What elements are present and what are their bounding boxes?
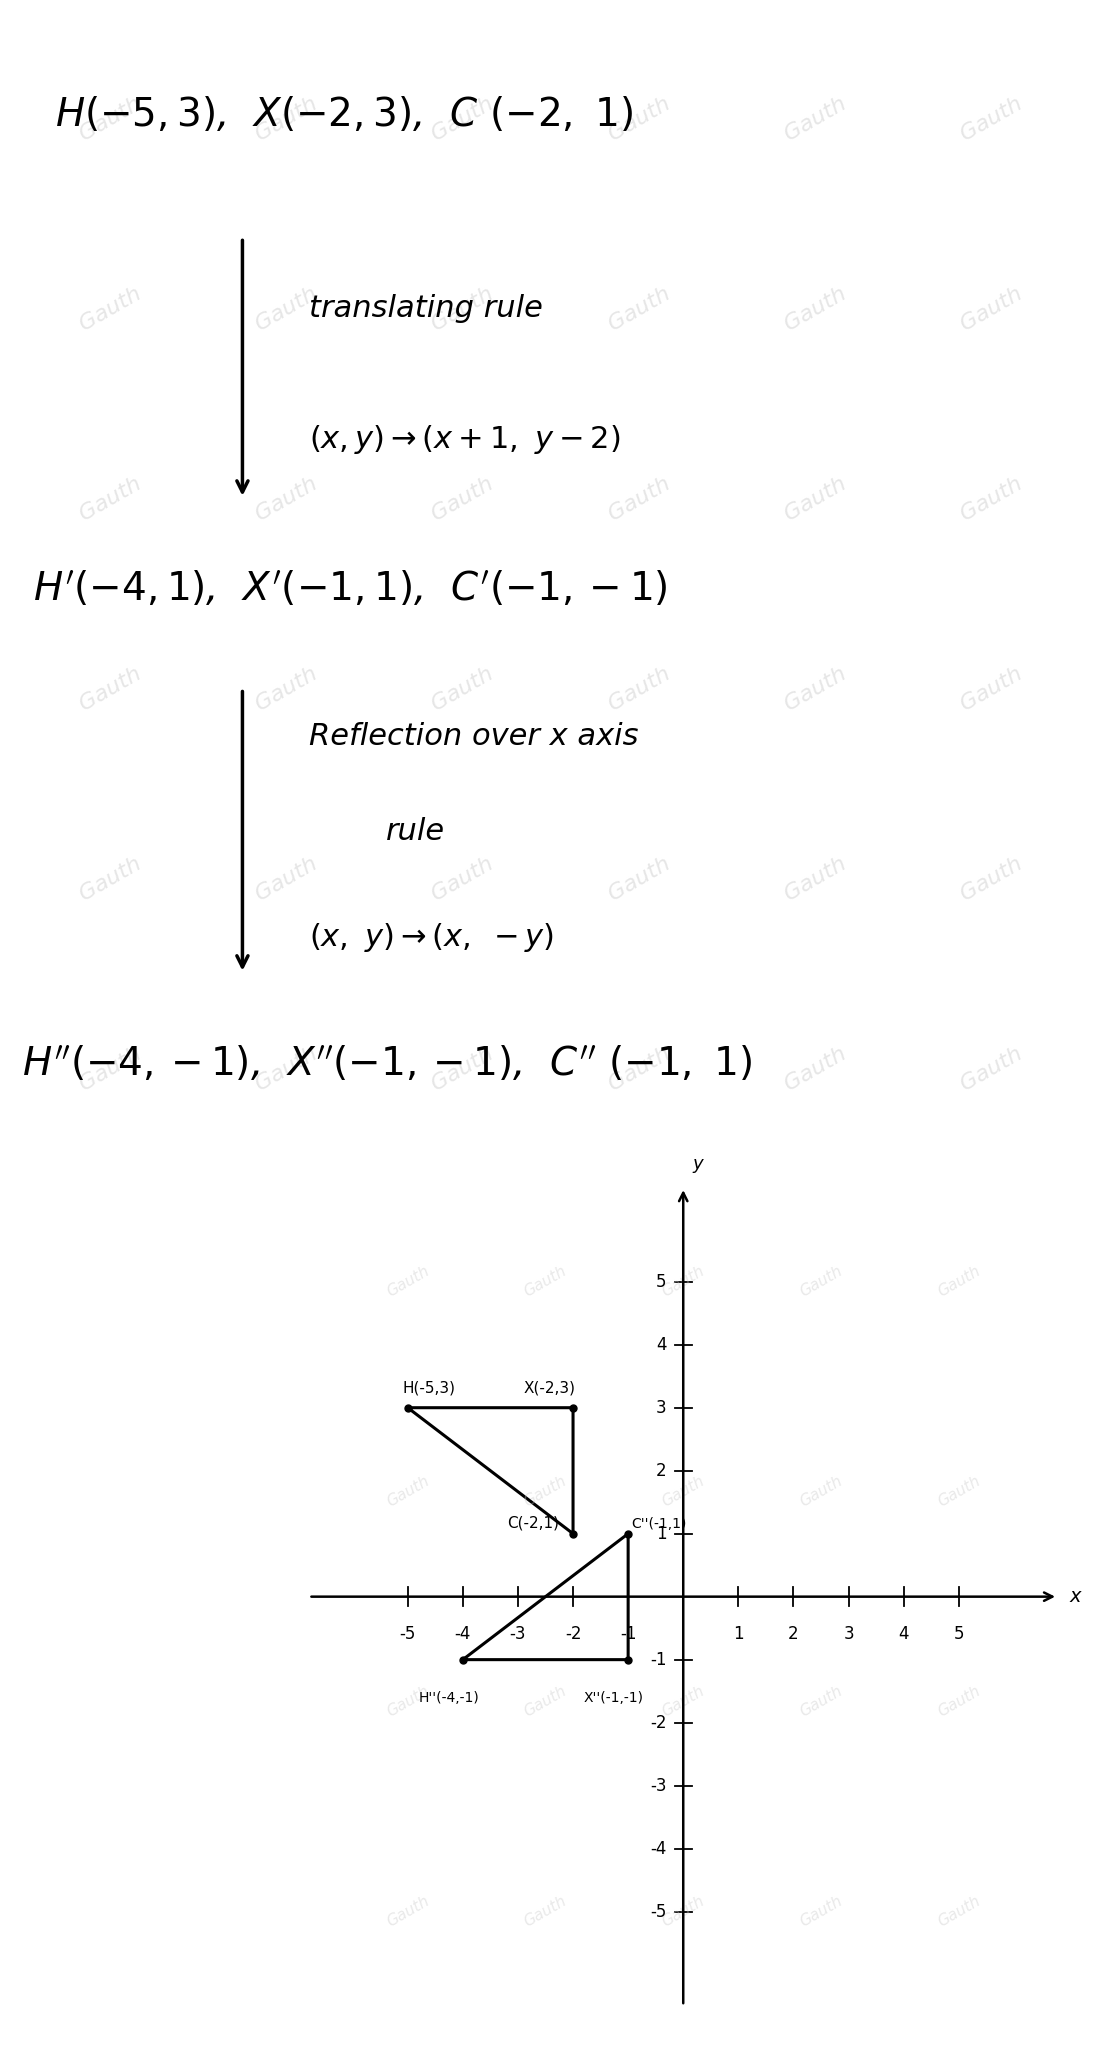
Text: Reflection over x axis: Reflection over x axis <box>309 723 638 751</box>
Text: Gauth: Gauth <box>659 1263 707 1300</box>
Text: -2: -2 <box>565 1625 581 1644</box>
Text: Gauth: Gauth <box>76 1042 144 1095</box>
Text: Gauth: Gauth <box>958 473 1026 524</box>
Text: -1: -1 <box>650 1650 667 1668</box>
Text: Gauth: Gauth <box>383 1474 432 1511</box>
Text: Gauth: Gauth <box>76 854 144 905</box>
Text: -5: -5 <box>400 1625 415 1644</box>
Text: H(-5,3): H(-5,3) <box>402 1380 455 1396</box>
Text: Gauth: Gauth <box>252 663 321 714</box>
Text: Gauth: Gauth <box>797 1893 845 1930</box>
Text: Gauth: Gauth <box>934 1263 983 1300</box>
Text: -1: -1 <box>620 1625 636 1644</box>
Text: Gauth: Gauth <box>934 1474 983 1511</box>
Text: 2: 2 <box>656 1462 667 1480</box>
Text: Gauth: Gauth <box>781 663 850 714</box>
Text: Gauth: Gauth <box>521 1683 570 1719</box>
Text: Gauth: Gauth <box>252 854 321 905</box>
Text: Gauth: Gauth <box>605 854 673 905</box>
Text: Gauth: Gauth <box>797 1263 845 1300</box>
Text: translating rule: translating rule <box>309 295 542 323</box>
Text: Gauth: Gauth <box>797 1683 845 1719</box>
Text: Gauth: Gauth <box>934 1893 983 1930</box>
Text: Gauth: Gauth <box>429 282 497 334</box>
Text: 5: 5 <box>656 1273 667 1292</box>
Text: Gauth: Gauth <box>781 282 850 334</box>
Text: Gauth: Gauth <box>659 1893 707 1930</box>
Text: H''(-4,-1): H''(-4,-1) <box>419 1691 479 1705</box>
Text: Gauth: Gauth <box>383 1683 432 1719</box>
Text: X(-2,3): X(-2,3) <box>523 1380 575 1396</box>
Text: Gauth: Gauth <box>659 1474 707 1511</box>
Text: Gauth: Gauth <box>521 1893 570 1930</box>
Text: C(-2,1): C(-2,1) <box>507 1515 559 1531</box>
Text: Gauth: Gauth <box>659 1683 707 1719</box>
Text: Gauth: Gauth <box>958 663 1026 714</box>
Text: 4: 4 <box>898 1625 909 1644</box>
Text: Gauth: Gauth <box>383 1893 432 1930</box>
Text: $H(-5,3)$,  $X(-2,3)$,  $C\ (-2,\ 1)$: $H(-5,3)$, $X(-2,3)$, $C\ (-2,\ 1)$ <box>55 94 633 133</box>
Text: Gauth: Gauth <box>521 1474 570 1511</box>
Text: Gauth: Gauth <box>605 282 673 334</box>
Text: Gauth: Gauth <box>958 282 1026 334</box>
Text: 1: 1 <box>656 1525 667 1543</box>
Text: -4: -4 <box>455 1625 471 1644</box>
Text: Gauth: Gauth <box>429 854 497 905</box>
Text: Gauth: Gauth <box>521 1263 570 1300</box>
Text: Gauth: Gauth <box>781 473 850 524</box>
Text: $H'(-4,1)$,  $X'(-1,1)$,  $C'(-1,-1)$: $H'(-4,1)$, $X'(-1,1)$, $C'(-1,-1)$ <box>33 569 668 610</box>
Text: -4: -4 <box>650 1840 667 1857</box>
Text: Gauth: Gauth <box>958 1042 1026 1095</box>
Text: Gauth: Gauth <box>429 92 497 145</box>
Text: $x$: $x$ <box>1069 1586 1083 1607</box>
Text: Gauth: Gauth <box>76 92 144 145</box>
Text: Gauth: Gauth <box>781 1042 850 1095</box>
Text: Gauth: Gauth <box>429 1042 497 1095</box>
Text: Gauth: Gauth <box>797 1474 845 1511</box>
Text: Gauth: Gauth <box>605 473 673 524</box>
Text: -2: -2 <box>650 1713 667 1732</box>
Text: $y$: $y$ <box>692 1157 705 1175</box>
Text: Gauth: Gauth <box>781 854 850 905</box>
Text: 3: 3 <box>843 1625 854 1644</box>
Text: 4: 4 <box>656 1337 667 1353</box>
Text: Gauth: Gauth <box>252 473 321 524</box>
Text: Gauth: Gauth <box>429 663 497 714</box>
Text: $(x,\ y)\rightarrow (x,\ -y)$: $(x,\ y)\rightarrow (x,\ -y)$ <box>309 921 553 954</box>
Text: X''(-1,-1): X''(-1,-1) <box>584 1691 644 1705</box>
Text: Gauth: Gauth <box>605 1042 673 1095</box>
Text: Gauth: Gauth <box>76 282 144 334</box>
Text: -3: -3 <box>650 1777 667 1795</box>
Text: Gauth: Gauth <box>958 854 1026 905</box>
Text: Gauth: Gauth <box>958 92 1026 145</box>
Text: Gauth: Gauth <box>605 92 673 145</box>
Text: Gauth: Gauth <box>252 1042 321 1095</box>
Text: Gauth: Gauth <box>76 473 144 524</box>
Text: -3: -3 <box>510 1625 526 1644</box>
Text: 1: 1 <box>733 1625 744 1644</box>
Text: rule: rule <box>386 817 445 845</box>
Text: 5: 5 <box>953 1625 964 1644</box>
Text: Gauth: Gauth <box>429 473 497 524</box>
Text: Gauth: Gauth <box>252 92 321 145</box>
Text: Gauth: Gauth <box>781 92 850 145</box>
Text: Gauth: Gauth <box>605 663 673 714</box>
Text: -5: -5 <box>650 1902 667 1920</box>
Text: Gauth: Gauth <box>252 282 321 334</box>
Text: Gauth: Gauth <box>383 1263 432 1300</box>
Text: C''(-1,1): C''(-1,1) <box>630 1517 687 1531</box>
Text: 3: 3 <box>656 1398 667 1417</box>
Text: $H''(-4,-1)$,  $X''(-1,-1)$,  $C''\ (-1,\ 1)$: $H''(-4,-1)$, $X''(-1,-1)$, $C''\ (-1,\ … <box>22 1044 753 1085</box>
Text: 2: 2 <box>788 1625 799 1644</box>
Text: Gauth: Gauth <box>934 1683 983 1719</box>
Text: Gauth: Gauth <box>76 663 144 714</box>
Text: $(x,y)\rightarrow (x+1,\ y-2)$: $(x,y)\rightarrow (x+1,\ y-2)$ <box>309 424 620 456</box>
